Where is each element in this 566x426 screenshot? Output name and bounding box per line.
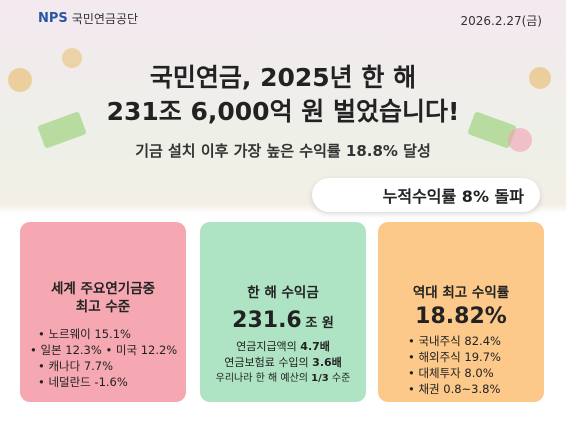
list-item: • 노르웨이 15.1%	[38, 327, 131, 341]
unit: 조 원	[305, 316, 334, 331]
list-item: • 해외주식 19.7%	[408, 350, 501, 364]
card-title: 역대 최고 수익률	[412, 285, 510, 301]
headline: 231조 6,000억 원 벌었습니다!	[106, 97, 460, 126]
emphasis: 4.7배	[300, 340, 330, 353]
text: 수준	[328, 373, 351, 384]
card-title: 세계 주요연기금중	[50, 281, 156, 297]
logo: NPS 국민연금공단	[38, 10, 138, 27]
card-title: 한 해 수익금	[247, 285, 319, 301]
logo-mark: NPS	[38, 11, 68, 26]
list-item: • 대체투자 8.0%	[408, 366, 494, 380]
text: 연금지급액의	[236, 340, 301, 353]
card: 역대 최고 수익률 18.82% • 국내주식 82.4% • 해외주식 19.…	[378, 222, 544, 402]
text: 연금보험료 수입의	[224, 356, 313, 369]
card-title: 최고 수준	[75, 299, 131, 315]
list-item: • 채권 0.8~3.8%	[408, 382, 501, 396]
subtitle: 기금 설치 이후 가장 높은 수익률 18.8% 달성	[135, 142, 431, 160]
card: 한 해 수익금 231.6 조 원 연금지급액의 4.7배 연금보험료 수입의 …	[200, 222, 366, 402]
text: 우리나라 한 해 예산의	[215, 373, 312, 384]
list-item: • 캐나다 7.7%	[38, 359, 114, 373]
value: 18.82%	[415, 304, 507, 329]
headline: 국민연금, 2025년 한 해	[149, 63, 417, 92]
logo-text: 국민연금공단	[71, 12, 139, 26]
list-item: • 네덜란드 -1.6%	[38, 375, 128, 389]
emphasis: 3.6배	[312, 356, 342, 369]
value: 231.6	[232, 308, 302, 333]
date: 2026.2.27(금)	[460, 14, 542, 28]
list-item: • 국내주식 82.4%	[408, 334, 501, 348]
emphasis: 1/3	[311, 373, 329, 384]
badge: 누적수익률 8% 돌파	[312, 178, 540, 212]
list-item: • 일본 12.3% • 미국 12.2%	[30, 343, 178, 357]
